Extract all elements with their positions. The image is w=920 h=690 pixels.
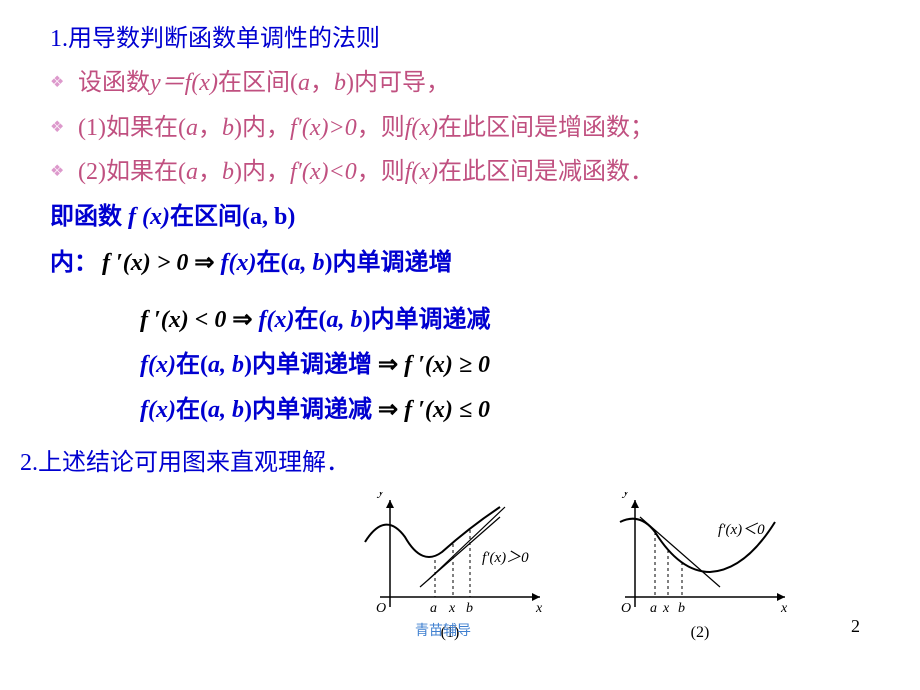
text: ，	[198, 115, 222, 141]
text: 即函数	[50, 204, 122, 230]
a-label: a	[430, 601, 437, 616]
math: a	[186, 115, 198, 141]
math: f (x)	[122, 204, 170, 230]
math: b	[222, 115, 234, 141]
text: 在(	[176, 397, 208, 423]
implication-4: f(x)在(a, b)内单调递减 ⇒ f ′(x) ≤ 0	[140, 389, 880, 424]
a-label: a	[650, 601, 657, 616]
graph-2: y x O a x b f′(x)＜0 (2)	[600, 492, 800, 642]
rule-2: (2)如果在(a，b)内，f′(x)<0，则f(x)在此区间是减函数．	[78, 153, 880, 191]
origin-label: O	[376, 601, 386, 616]
premise-line: 设函数y＝f(x)在区间(a，b)内可导，	[78, 64, 880, 102]
page-number: 2	[851, 616, 860, 637]
text: 在(	[295, 307, 327, 333]
math-rhs: f ′(x) ≥ 0	[404, 352, 490, 378]
implication-1: f ′(x) > 0 ⇒ f(x)在(a, b)内单调递增	[102, 242, 453, 277]
graph-2-label: (2)	[600, 624, 800, 642]
section-title-2: 2.上述结论可用图来直观理解．	[20, 442, 880, 477]
text: (1)如果在(	[78, 115, 186, 141]
section-title-1: 1.用导数判断函数单调性的法则	[50, 20, 880, 58]
text: )内单调递减	[244, 397, 372, 423]
x-label: x	[448, 601, 456, 616]
text: 在(	[257, 250, 289, 276]
b-label: b	[466, 601, 473, 616]
math: a, b	[327, 307, 363, 333]
graph-2-svg: y x O a x b f′(x)＜0	[600, 492, 800, 622]
math: a, b	[208, 352, 244, 378]
math: f(x)	[140, 352, 176, 378]
graph-1-svg: y x O a x b f′(x)＞0	[350, 492, 550, 622]
math-lhs: f(x)在(a, b)内单调递增	[140, 352, 372, 378]
text: (2)如果在(	[78, 159, 186, 185]
math-rhs: f(x)在(a, b)内单调递减	[259, 307, 491, 333]
rule-1: (1)如果在(a，b)内，f′(x)>0，则f(x)在此区间是增函数；	[78, 109, 880, 147]
math: f(x)	[259, 307, 295, 333]
text: ，则	[357, 159, 405, 185]
axis-x-label: x	[780, 601, 788, 616]
implies-arrow: ⇒	[372, 352, 404, 378]
math: f(x)	[221, 250, 257, 276]
summary-line-1: 即函数 f (x)在区间(a, b)	[50, 198, 880, 236]
summary-line-2: 内：	[50, 242, 98, 277]
math-rhs: f ′(x) ≤ 0	[404, 397, 490, 423]
text: )内，	[234, 159, 290, 185]
axis-y-label: y	[376, 492, 385, 499]
implication-3: f(x)在(a, b)内单调递增 ⇒ f ′(x) ≥ 0	[140, 344, 880, 379]
math-lhs: f(x)在(a, b)内单调递减	[140, 397, 372, 423]
math-rhs: f(x)在(a, b)内单调递增	[221, 250, 453, 276]
text: )内单调递增	[244, 352, 372, 378]
annotation: f′(x)＜0	[718, 522, 765, 538]
implication-2: f ′(x) < 0 ⇒ f(x)在(a, b)内单调递减	[140, 299, 880, 334]
text: 在此区间是减函数．	[438, 159, 654, 185]
origin-label: O	[621, 601, 631, 616]
math: a	[186, 159, 198, 185]
math: a, b	[289, 250, 325, 276]
math: a, b	[208, 397, 244, 423]
text: ，	[198, 159, 222, 185]
math: f′(x)>0	[290, 115, 357, 141]
text: 在区间(	[218, 70, 298, 96]
math: b	[222, 159, 234, 185]
text: 在此区间是增函数；	[438, 115, 654, 141]
math: b	[334, 70, 346, 96]
math: f(x)	[140, 397, 176, 423]
text: )内单调递增	[325, 250, 453, 276]
math: f′(x)<0	[290, 159, 357, 185]
math-lhs: f ′(x) < 0	[140, 307, 226, 333]
text: )内，	[234, 115, 290, 141]
text: )内可导，	[346, 70, 450, 96]
implies-arrow: ⇒	[226, 307, 258, 333]
math: a	[298, 70, 310, 96]
x-label: x	[662, 601, 670, 616]
footer-label: 青苗辅导	[415, 620, 471, 640]
annotation: f′(x)＞0	[482, 550, 529, 566]
text: 在区间(a, b)	[170, 204, 295, 230]
text: )内单调递减	[363, 307, 491, 333]
math: y＝f(x)	[150, 70, 218, 96]
text: 设函数	[78, 70, 150, 96]
axis-x-label: x	[535, 601, 543, 616]
text: ，	[310, 70, 334, 96]
b-label: b	[678, 601, 685, 616]
math-lhs: f ′(x) > 0	[102, 250, 188, 276]
text: ，则	[357, 115, 405, 141]
axis-y-label: y	[621, 492, 630, 499]
implies-arrow: ⇒	[188, 250, 220, 276]
math: f(x)	[405, 115, 438, 141]
implies-arrow: ⇒	[372, 397, 404, 423]
math: f(x)	[405, 159, 438, 185]
text: 在(	[176, 352, 208, 378]
